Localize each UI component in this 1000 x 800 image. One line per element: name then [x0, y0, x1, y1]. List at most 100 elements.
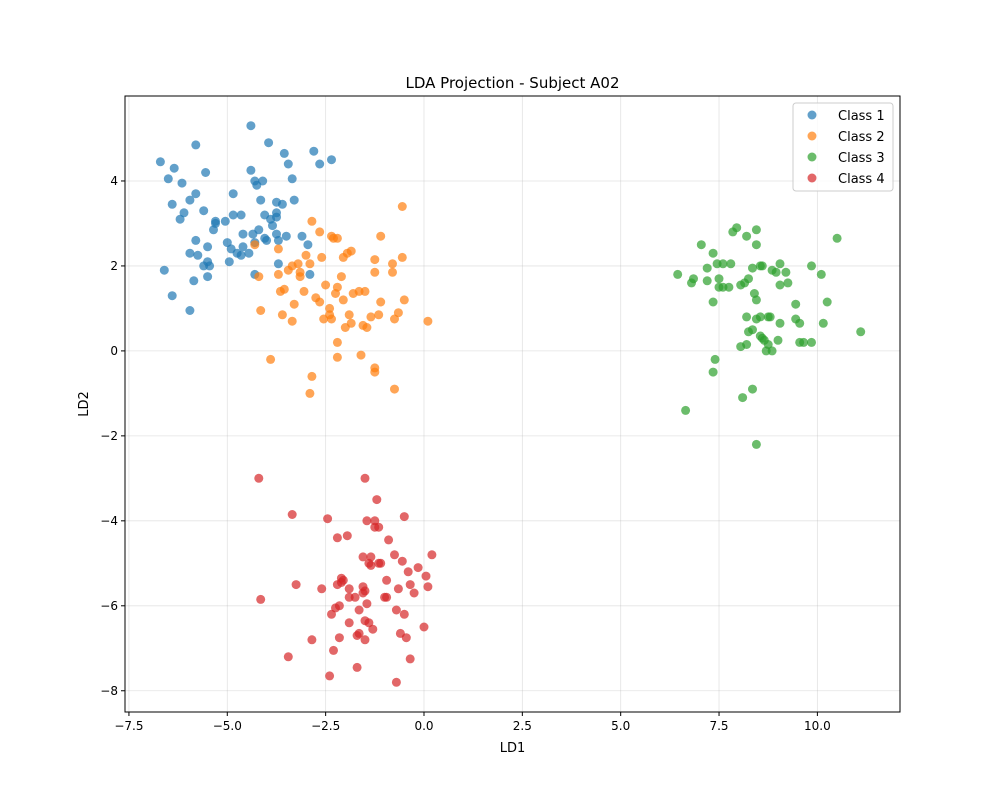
data-point	[696, 240, 706, 250]
y-tick-label: −4	[100, 514, 118, 528]
data-point	[203, 242, 213, 252]
data-point	[256, 306, 266, 315]
data-point	[224, 257, 234, 267]
data-point	[832, 233, 842, 243]
data-point	[356, 350, 366, 360]
data-point	[757, 261, 767, 271]
data-point	[405, 654, 415, 664]
data-point	[399, 609, 409, 619]
data-point	[332, 533, 342, 543]
data-point	[744, 274, 753, 284]
legend-marker	[807, 173, 817, 183]
data-point	[336, 272, 346, 282]
legend-label: Class 4	[838, 172, 885, 187]
data-point	[289, 299, 299, 309]
data-point	[767, 346, 777, 356]
x-tick-label: 2.5	[513, 719, 532, 733]
data-point	[185, 306, 195, 315]
data-point	[169, 163, 179, 173]
y-tick-label: −2	[100, 429, 118, 443]
data-point	[795, 318, 805, 328]
data-point	[287, 174, 297, 184]
data-point	[163, 174, 173, 184]
data-point	[399, 295, 409, 305]
data-point	[338, 252, 348, 262]
y-tick-label: 4	[110, 174, 118, 188]
y-tick-label: −8	[100, 684, 118, 698]
data-point	[327, 609, 336, 619]
grid	[125, 96, 900, 712]
data-point	[791, 299, 801, 309]
data-point	[391, 605, 401, 615]
data-point	[708, 297, 718, 307]
data-point	[767, 265, 777, 275]
data-point	[759, 335, 769, 345]
chart-title: LDA Projection - Subject A02	[406, 74, 620, 92]
data-point	[307, 216, 317, 226]
data-point	[397, 252, 407, 262]
data-point	[401, 633, 411, 643]
data-point	[376, 297, 386, 307]
data-point	[702, 276, 712, 286]
y-axis-label: LD2	[77, 391, 92, 417]
data-point	[244, 248, 254, 258]
data-point	[297, 231, 307, 241]
data-point	[374, 310, 384, 320]
data-point	[283, 265, 293, 275]
series-4	[254, 473, 437, 687]
x-tick-label: 5.0	[611, 719, 630, 733]
data-point	[315, 227, 325, 237]
data-point	[781, 267, 791, 277]
legend-marker	[807, 110, 817, 120]
data-point	[799, 337, 809, 347]
data-point	[409, 588, 419, 598]
data-point	[332, 337, 342, 347]
data-point	[317, 252, 327, 262]
y-tick-label: −6	[100, 599, 118, 613]
data-point	[822, 297, 832, 307]
data-point	[205, 261, 215, 271]
data-point	[246, 121, 256, 131]
data-point	[718, 259, 728, 269]
data-point	[201, 168, 211, 177]
data-point	[370, 255, 380, 265]
data-point	[327, 155, 336, 165]
data-point	[360, 473, 370, 483]
data-point	[748, 384, 757, 394]
data-point	[742, 231, 752, 241]
data-point	[726, 259, 736, 269]
data-point	[279, 284, 289, 294]
data-point	[189, 276, 199, 286]
data-point	[250, 240, 260, 250]
data-point	[155, 157, 165, 167]
data-point	[167, 199, 177, 209]
data-point	[273, 235, 283, 245]
data-point	[321, 280, 331, 290]
data-point	[344, 310, 354, 320]
data-point	[329, 645, 338, 655]
x-tick-label: −5.0	[213, 719, 242, 733]
data-point	[362, 599, 372, 609]
data-point	[775, 280, 785, 290]
data-point	[382, 575, 392, 585]
data-point	[393, 584, 403, 594]
data-point	[423, 582, 433, 592]
data-point	[366, 560, 376, 570]
data-point	[724, 282, 734, 292]
data-point	[277, 310, 287, 320]
data-point	[277, 199, 287, 209]
data-point	[332, 352, 342, 362]
data-point	[293, 259, 303, 269]
data-point	[360, 635, 370, 645]
data-point	[708, 248, 718, 258]
data-point	[738, 393, 748, 403]
data-point	[317, 584, 327, 594]
data-point	[376, 231, 386, 241]
data-point	[177, 178, 187, 188]
data-point	[281, 231, 291, 241]
data-point	[331, 289, 340, 298]
data-point	[272, 208, 281, 218]
data-point	[358, 588, 368, 598]
data-point	[765, 312, 775, 322]
